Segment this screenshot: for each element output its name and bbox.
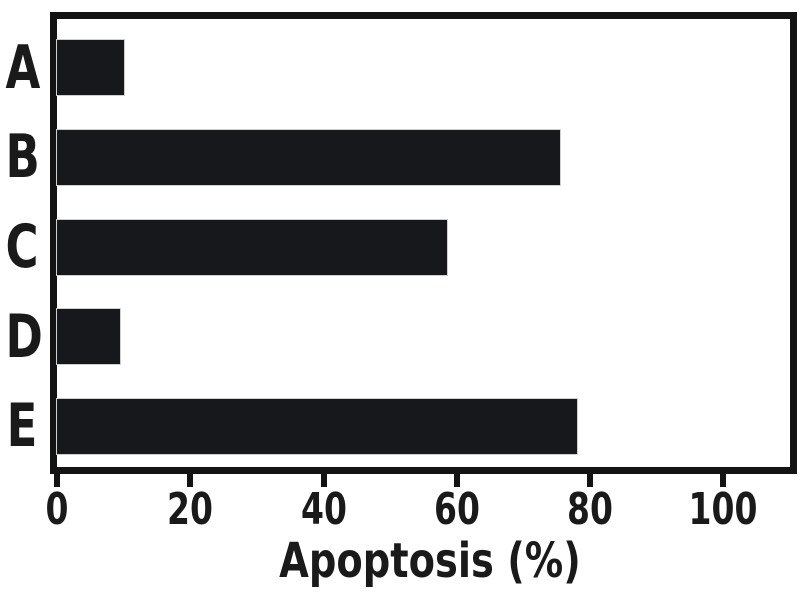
category-label-A: A	[5, 32, 41, 103]
x-tick-mark-20	[187, 474, 194, 487]
bar-C	[57, 219, 447, 275]
category-label-B: B	[5, 122, 40, 193]
bars-layer	[57, 19, 790, 467]
bar-D	[57, 309, 121, 365]
x-tick-mark-60	[453, 474, 460, 487]
bar-B	[57, 129, 561, 185]
bar-A	[57, 40, 124, 96]
x-tick-label-20: 20	[167, 484, 214, 535]
x-tick-label-100: 100	[688, 484, 758, 535]
category-label-D: D	[5, 301, 43, 372]
category-label-C: C	[5, 212, 39, 282]
category-label-E: E	[6, 391, 38, 462]
x-tick-label-60: 60	[433, 484, 480, 535]
x-tick-mark-0	[54, 474, 60, 487]
x-tick-label-40: 40	[300, 484, 347, 535]
x-tick-mark-80	[587, 474, 594, 487]
x-tick-label-80: 80	[567, 484, 614, 535]
x-tick-mark-40	[320, 474, 327, 487]
x-tick-mark-100	[720, 474, 727, 487]
x-axis-title: Apoptosis (%)	[279, 533, 581, 589]
bar-E	[57, 398, 577, 454]
x-tick-label-0: 0	[45, 484, 69, 535]
plot-area	[50, 12, 797, 474]
